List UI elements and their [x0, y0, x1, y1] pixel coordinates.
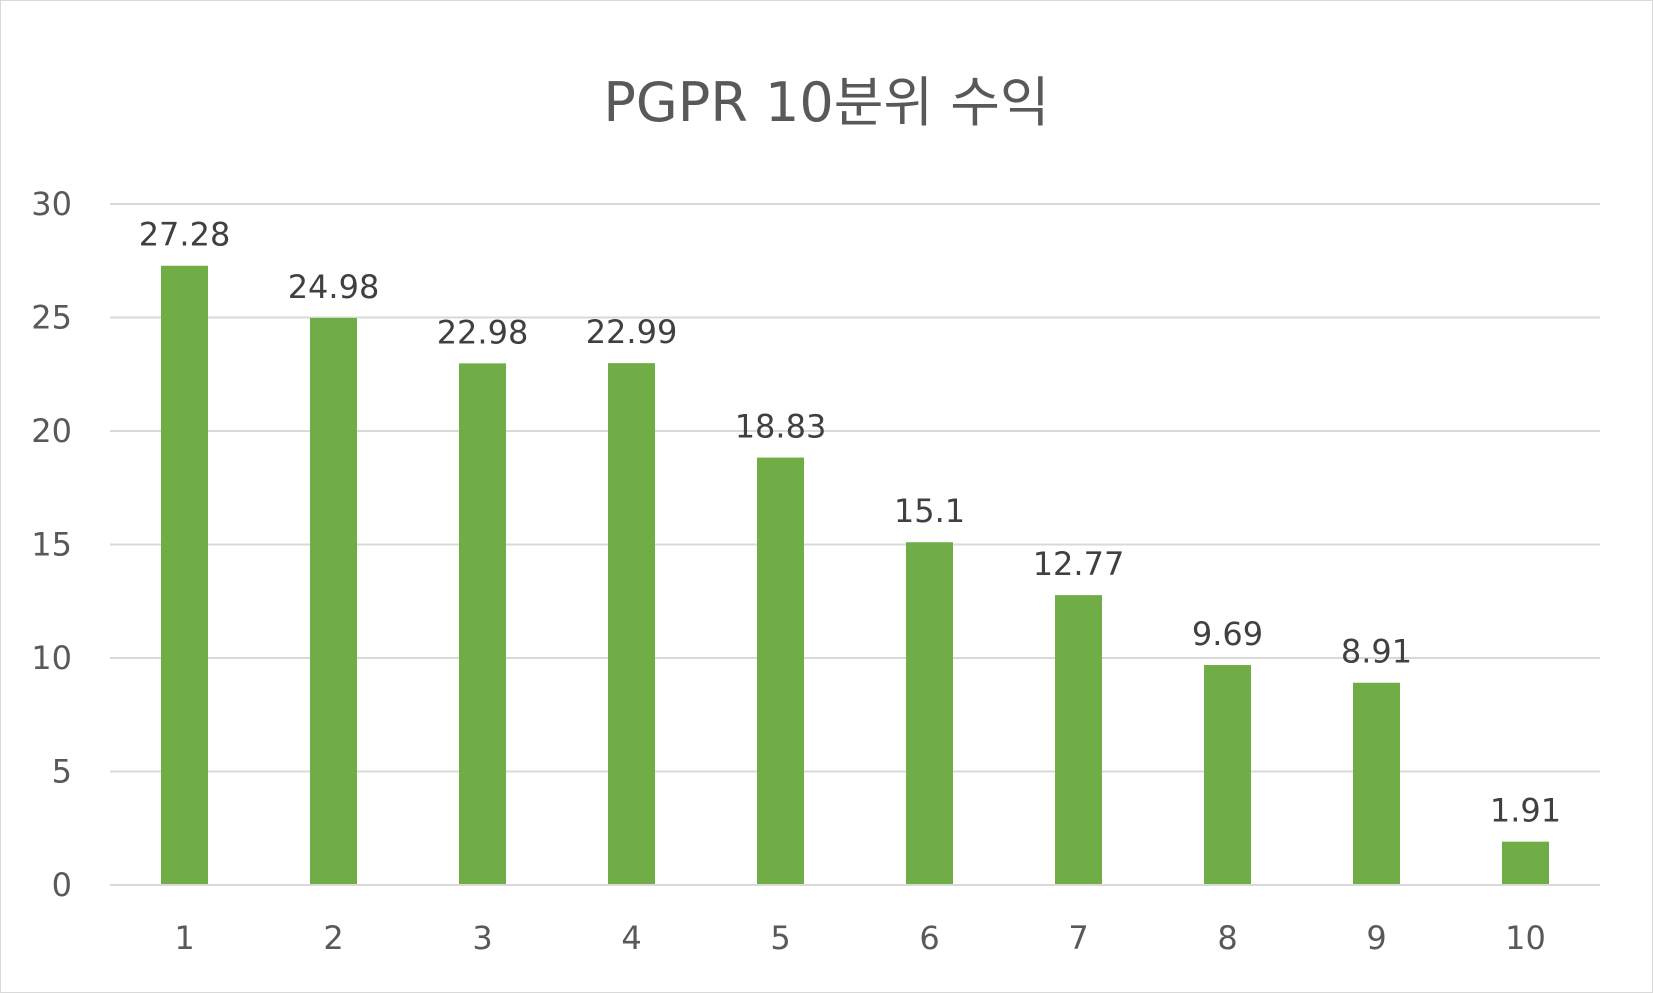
bar-10	[1502, 841, 1549, 885]
data-label: 24.98	[288, 268, 380, 306]
x-tick-label: 10	[1505, 919, 1546, 957]
bar-2	[310, 317, 357, 886]
x-tick-label: 9	[1366, 919, 1386, 957]
x-tick-label: 5	[770, 919, 790, 957]
x-tick-label: 4	[621, 919, 641, 957]
data-label: 15.1	[894, 492, 965, 530]
data-label: 12.77	[1033, 545, 1125, 583]
bar-1	[161, 265, 208, 885]
gridlines	[110, 203, 1600, 886]
y-tick-label: 15	[31, 526, 72, 564]
y-tick-label: 10	[31, 639, 72, 677]
y-tick-label: 20	[31, 412, 72, 450]
bar-8	[1204, 665, 1251, 885]
y-tick-label: 30	[31, 185, 72, 223]
data-label: 9.69	[1192, 615, 1263, 653]
data-label: 22.98	[437, 313, 529, 351]
data-label: 18.83	[735, 408, 827, 446]
data-label: 22.99	[586, 313, 678, 351]
x-tick-label: 6	[919, 919, 939, 957]
data-label: 27.28	[139, 216, 231, 254]
bar-3	[459, 363, 506, 885]
bar-4	[608, 363, 655, 885]
data-label: 1.91	[1490, 792, 1561, 830]
bar-6	[906, 542, 953, 885]
y-tick-label: 25	[31, 299, 72, 337]
x-tick-label: 3	[472, 919, 492, 957]
y-axis-ticks: 0 5 10 15 20 25 30	[31, 185, 72, 904]
x-tick-label: 8	[1217, 919, 1237, 957]
data-label: 8.91	[1341, 633, 1412, 671]
bar-7	[1055, 595, 1102, 885]
data-labels: 27.28 24.98 22.98 22.99 18.83 15.1 12.77 9.69 8.…	[139, 216, 1561, 830]
x-tick-label: 2	[323, 919, 343, 957]
bar-5	[757, 457, 804, 885]
x-tick-label: 7	[1068, 919, 1088, 957]
y-tick-label: 5	[52, 753, 72, 791]
bar-9	[1353, 682, 1400, 885]
x-axis-ticks: 1 2 3 4 5 6 7 8 9 10	[110, 884, 1600, 957]
x-tick-label: 1	[174, 919, 194, 957]
bars	[161, 265, 1549, 886]
y-tick-label: 0	[52, 866, 72, 904]
chart-title: PGPR 10분위 수익	[603, 71, 1050, 134]
